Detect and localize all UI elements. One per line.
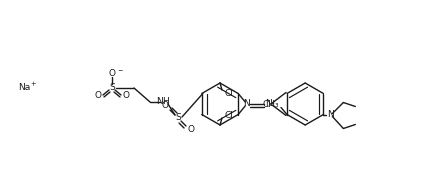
Text: Cl: Cl (224, 110, 233, 119)
Text: N: N (156, 98, 163, 106)
Text: O: O (122, 92, 129, 100)
Text: +: + (30, 81, 35, 87)
Text: −: − (117, 68, 122, 73)
Text: S: S (109, 83, 115, 92)
Text: N: N (265, 100, 271, 108)
Text: N: N (327, 110, 334, 119)
Text: Cl: Cl (224, 89, 233, 98)
Text: O: O (188, 125, 194, 134)
Text: H: H (162, 98, 169, 106)
Text: O: O (161, 102, 168, 110)
Text: O: O (108, 68, 116, 77)
Text: Na: Na (18, 83, 30, 92)
Text: O: O (95, 92, 102, 100)
Text: S: S (175, 113, 181, 123)
Text: N: N (243, 100, 250, 108)
Text: CH₃: CH₃ (263, 100, 279, 109)
